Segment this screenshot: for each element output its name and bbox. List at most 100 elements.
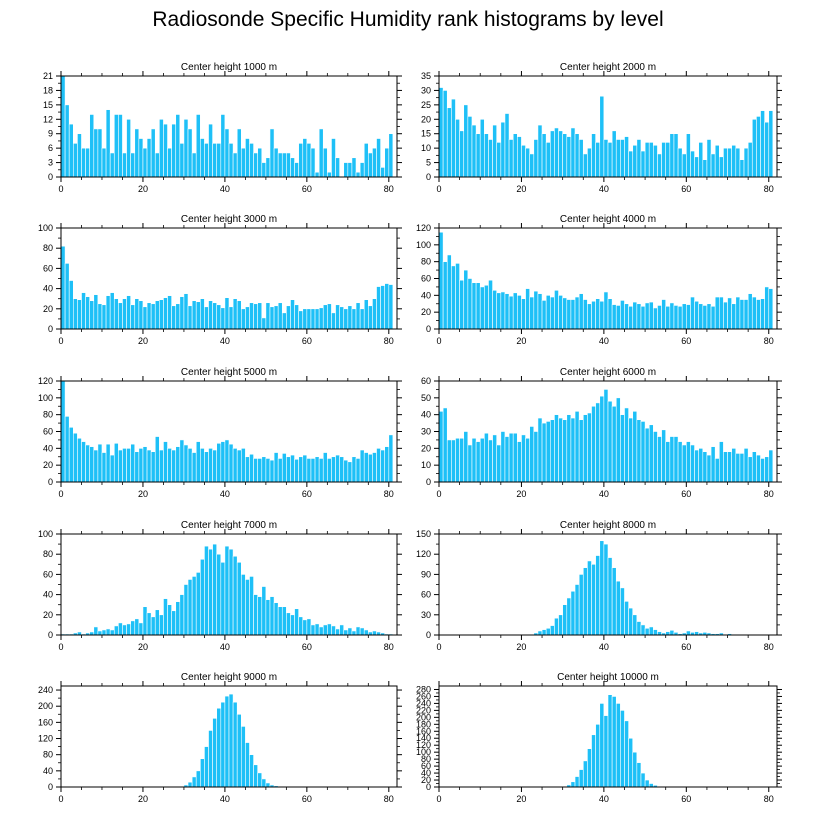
panel-2-y-tick-label: 0 bbox=[426, 172, 431, 182]
panel-7-x-tick-label: 40 bbox=[220, 642, 230, 652]
panel-8-bar bbox=[607, 557, 613, 636]
panel-7-bar bbox=[286, 612, 291, 636]
panel-6-bar bbox=[657, 436, 662, 483]
panel-3-x-tick-label: 40 bbox=[220, 336, 230, 346]
panel-4-bar bbox=[591, 300, 596, 330]
panel-3-bar bbox=[130, 304, 136, 330]
panel-5-y-tick-label: 120 bbox=[38, 376, 53, 386]
panel-10-y-tick-label: 80 bbox=[421, 754, 431, 764]
panel-4-bar bbox=[463, 269, 469, 330]
panel-1-bar bbox=[212, 143, 218, 178]
panel-10-bar bbox=[632, 751, 638, 788]
panel-8-y-tick-label: 150 bbox=[416, 529, 431, 539]
panel-1-bar bbox=[277, 152, 283, 178]
panel-7-bar bbox=[97, 630, 103, 636]
panel-3-bar bbox=[72, 298, 78, 330]
panel-2-bar bbox=[751, 118, 757, 178]
panel-7-bar bbox=[146, 612, 152, 636]
panel-5-x-tick-label: 0 bbox=[58, 489, 63, 499]
panel-6-bar bbox=[578, 419, 584, 483]
panel-1-bar bbox=[163, 123, 168, 178]
panel-6-bar bbox=[525, 437, 530, 483]
panel-3-bar bbox=[363, 299, 369, 330]
panel-2-bar bbox=[533, 139, 539, 178]
panel-6-bar bbox=[747, 456, 753, 483]
panel-7-bar bbox=[150, 616, 156, 636]
panel-4-y-tick-label: 0 bbox=[426, 324, 431, 334]
panel-8-bar bbox=[595, 555, 601, 636]
panel-4-bar bbox=[624, 303, 629, 330]
panel-7-x-tick-label: 0 bbox=[58, 642, 63, 652]
panel-2-bar bbox=[455, 118, 460, 178]
panel-6-y-tick-label: 10 bbox=[421, 460, 431, 470]
panel-7-bar bbox=[359, 627, 365, 636]
panel-8-bar bbox=[545, 627, 551, 636]
panel-7-bar bbox=[277, 606, 283, 636]
panel-7-bar bbox=[339, 624, 345, 636]
panel-3-bar bbox=[60, 245, 66, 330]
panel-9-y-tick-label: 120 bbox=[38, 734, 53, 744]
panel-3-title: Center height 3000 m bbox=[181, 214, 277, 225]
panel-1-bar bbox=[72, 143, 78, 178]
panel-5-bar bbox=[363, 452, 369, 483]
panel-2-bar bbox=[512, 133, 518, 178]
panel-2-bar bbox=[467, 116, 473, 178]
panel-8-bar bbox=[640, 624, 646, 636]
panel-5-x-tick-label: 20 bbox=[138, 489, 148, 499]
figure-title: Radiosonde Specific Humidity rank histog… bbox=[152, 8, 664, 31]
panel-6-bar bbox=[541, 422, 547, 483]
panel-8-bar bbox=[537, 630, 543, 636]
panel-10-y-tick-label: 240 bbox=[416, 698, 431, 708]
panel-4-bar bbox=[603, 291, 609, 330]
panel-3-bar bbox=[93, 294, 99, 330]
panel-9-bar bbox=[224, 695, 230, 788]
panel-1-bar bbox=[122, 152, 127, 178]
panel-6-bar bbox=[521, 434, 526, 483]
panel-3-bar bbox=[175, 303, 181, 330]
panel-5-bar bbox=[380, 449, 386, 483]
panel-4-x-tick-label: 20 bbox=[516, 336, 526, 346]
panel-4-bar bbox=[611, 304, 617, 330]
panel-3-bar bbox=[298, 310, 304, 330]
panel-4-bar bbox=[648, 301, 654, 330]
panel-9-x-tick-label: 40 bbox=[220, 794, 230, 804]
panel-10-bar bbox=[591, 734, 596, 788]
panel-4-bar bbox=[628, 305, 634, 330]
panel-7-bar bbox=[232, 555, 238, 636]
panel-3-bar bbox=[97, 303, 103, 330]
panel-8-x-tick-label: 20 bbox=[516, 642, 526, 652]
panel-10-bar bbox=[615, 703, 621, 788]
panel-9-y-tick-label: 0 bbox=[48, 782, 53, 792]
panel-1-x-tick-label: 40 bbox=[220, 184, 230, 194]
panel-1-bar bbox=[81, 147, 86, 178]
panel-10-bar bbox=[607, 694, 613, 788]
panel-2-bar bbox=[611, 130, 617, 178]
panel-2-bar bbox=[677, 147, 683, 178]
panel-7-bar bbox=[322, 624, 328, 636]
panel-3-bar bbox=[257, 302, 263, 330]
panel-4-bar bbox=[768, 288, 774, 330]
panel-5-bar bbox=[228, 443, 234, 483]
panel-7-bar bbox=[167, 604, 172, 636]
panel-5-bar bbox=[154, 436, 160, 483]
panel-1-bar bbox=[306, 143, 312, 178]
panel-2-y-tick-label: 30 bbox=[421, 85, 431, 95]
panel-5-bar bbox=[236, 449, 242, 483]
panel-1-bar bbox=[113, 114, 119, 178]
panel-7-bar bbox=[191, 576, 197, 636]
panel-10-bar bbox=[582, 760, 588, 788]
panel-1-bar bbox=[109, 152, 115, 178]
panel-1-bar bbox=[77, 133, 82, 178]
panel-8-y-tick-label: 30 bbox=[421, 610, 431, 620]
panel-8-bar bbox=[669, 629, 675, 636]
panel-6-bar bbox=[677, 441, 683, 483]
panel-6-y-tick-label: 50 bbox=[421, 393, 431, 403]
panel-6-bar bbox=[508, 432, 514, 483]
panel-5-bar bbox=[146, 449, 152, 483]
panel-1-bar bbox=[224, 128, 230, 178]
panel-5-bar bbox=[163, 441, 168, 483]
panel-4-x-tick-label: 60 bbox=[681, 336, 691, 346]
panel-1-bar bbox=[159, 118, 164, 178]
panel-7-x-tick-label: 20 bbox=[138, 642, 148, 652]
panel-3-bar bbox=[331, 312, 336, 330]
